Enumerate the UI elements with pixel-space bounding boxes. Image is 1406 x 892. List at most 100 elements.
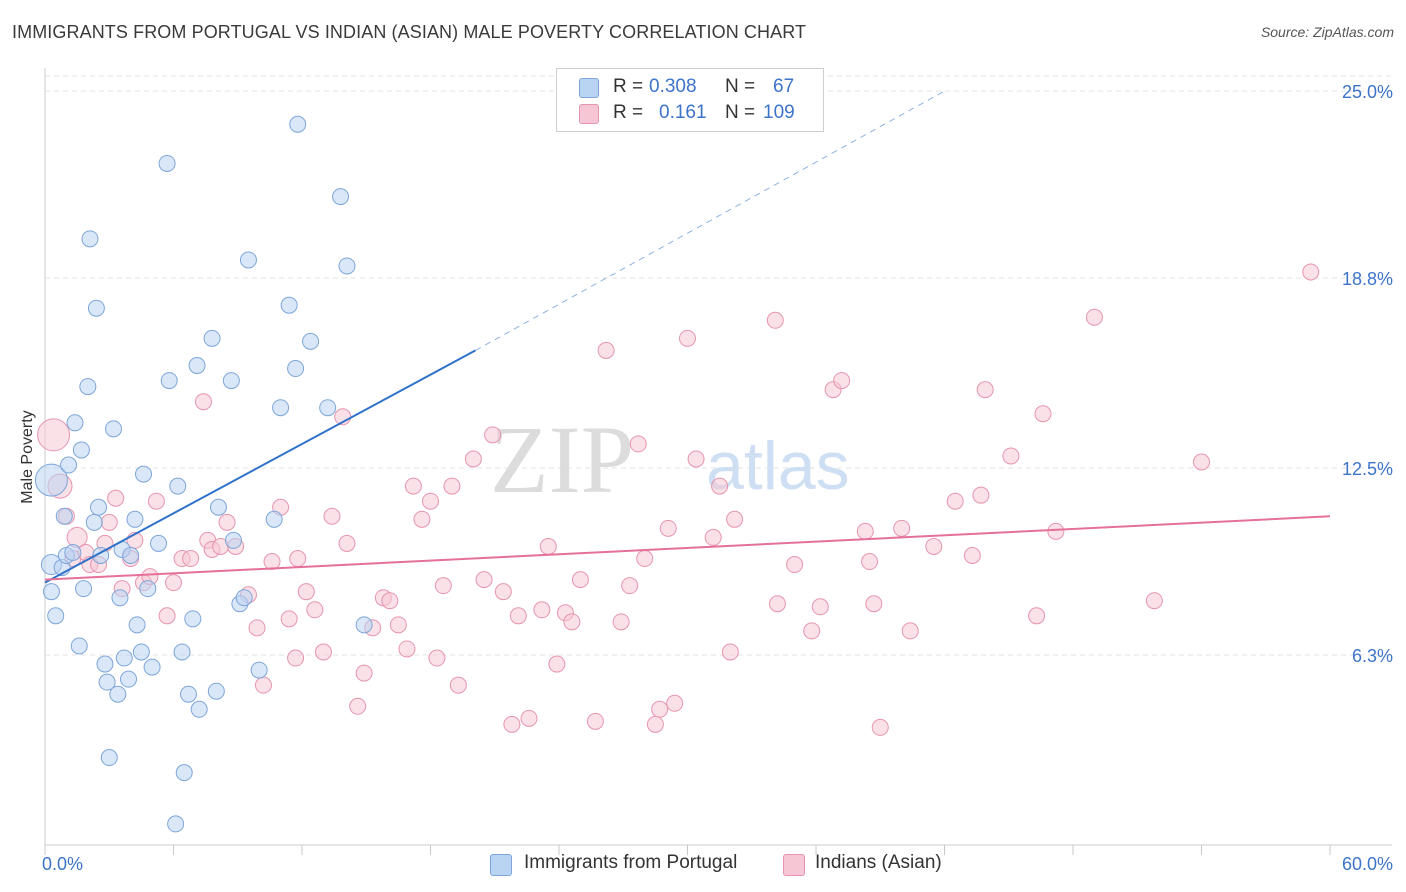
y-tick-label: 25.0% [1342,82,1393,102]
portugal-point [128,616,146,634]
portugal-point [126,510,144,528]
indians-point [711,477,729,495]
series-indians-asian [37,263,1320,736]
indians-point [811,598,829,616]
portugal-point [143,658,161,676]
indians-point [871,718,889,736]
portugal-point [173,643,191,661]
portugal-point [72,441,90,459]
portugal-point [135,465,153,483]
correlation-legend: R = 0.308 N = 67 R = 0.161 N = 109 [556,68,824,132]
indians-point [355,664,373,682]
portugal-point [175,764,193,782]
indians-point [833,372,851,390]
indians-point [248,619,266,637]
indians-point [597,341,615,359]
portugal-point [122,546,140,564]
legend-r-value: 0.308 [649,76,697,97]
portugal-point [100,749,118,767]
portugal-trend-extension [475,90,945,351]
portugal-point [60,456,78,474]
indians-point [963,546,981,564]
series-immigrants-from-portugal [34,115,373,833]
indians-point [972,486,990,504]
indians-point [1002,447,1020,465]
indians-point [306,601,324,619]
portugal-point [355,616,373,634]
legend-r-value: 0.161 [659,102,707,123]
portugal-point [338,257,356,275]
watermark-atlas: atlas [706,428,850,504]
indians-point [704,528,722,546]
portugal-point [265,510,283,528]
portugal-point [169,477,187,495]
indians-point [1193,453,1210,471]
indians-point [612,613,630,631]
indians-point [37,418,71,452]
indians-point [165,574,182,592]
indians-point [484,426,502,444]
portugal-point [70,637,88,655]
bottom-legend-label: Indians (Asian) [815,852,942,873]
legend-swatch-blue [579,78,599,98]
portugal-point [203,329,221,347]
indians-point [338,534,356,552]
indians-point [636,550,654,568]
portugal-point [332,188,350,206]
indians-point [349,697,367,715]
indians-point [475,571,493,589]
portugal-point [190,700,208,718]
indians-point [449,676,467,694]
indians-point [865,595,883,613]
portugal-point [105,420,123,438]
indians-point [976,381,994,399]
legend-r-label: R = [613,76,644,97]
indians-point [1085,308,1103,326]
portugal-point [235,589,253,607]
portugal-point [302,332,320,350]
portugal-point [289,115,307,133]
indians-point [563,613,581,631]
indians-trend-line [44,515,1331,581]
portugal-point [287,360,305,378]
indians-point [946,492,964,510]
portugal-point [160,372,178,390]
portugal-point [98,673,116,691]
portugal-point [239,251,257,269]
indians-point [766,311,784,329]
indians-point [768,595,786,613]
indians-point [404,477,422,495]
portugal-point [319,399,337,417]
portugal-point [209,498,227,516]
portugal-point [224,531,242,549]
y-tick-label: 18.8% [1342,269,1393,289]
indians-point [494,583,512,601]
portugal-point [207,682,225,700]
source-label: Source: ZipAtlas.com [1260,24,1394,40]
grid-lines [45,75,1392,656]
indians-point [287,649,305,667]
indians-point [679,329,696,347]
watermark-zip: ZIP [490,406,634,513]
indians-point [621,577,639,595]
legend-row-indians: R = 0.161 N = 109 [557,101,823,127]
indians-point [687,450,705,468]
indians-point [520,709,538,727]
indians-point [254,676,272,694]
indians-point [1302,263,1320,281]
indians-point [263,553,281,571]
legend-n-label: N = [725,76,756,97]
indians-point [218,513,236,531]
indians-point [182,550,200,568]
portugal-point [179,685,197,703]
indians-point [786,556,804,574]
portugal-point [96,655,114,673]
y-tick-label: 6.3% [1352,646,1393,666]
legend-swatch-pink [579,104,599,124]
indians-point [434,577,452,595]
portugal-point [132,643,150,661]
bottom-legend-swatch-blue [490,854,512,876]
indians-point [509,607,527,625]
portugal-point [139,580,157,598]
